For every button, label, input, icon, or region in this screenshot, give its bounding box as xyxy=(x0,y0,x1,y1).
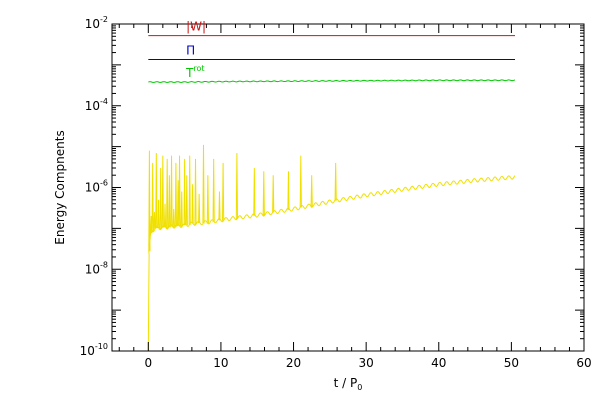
plot-frame xyxy=(111,23,585,352)
series-label-w: |W| xyxy=(186,20,206,34)
series-layer xyxy=(147,35,516,351)
y-tick-label: 10-10 xyxy=(80,342,108,358)
y-tick-label: 10-4 xyxy=(85,97,108,113)
x-tick-label: 60 xyxy=(576,356,591,370)
x-tick-label: 0 xyxy=(144,356,152,370)
x-tick-label: 30 xyxy=(359,356,374,370)
series-line-t-rot xyxy=(148,79,516,83)
series-line-series-3 xyxy=(147,144,516,351)
series-label-series-1: Π xyxy=(186,44,195,58)
x-axis-title: t / P0 xyxy=(334,376,363,392)
series-label-t-rot: Trot xyxy=(185,64,205,80)
x-tick-label: 50 xyxy=(504,356,519,370)
y-axis-title: Energy Compnents xyxy=(53,130,67,244)
x-tick-label: 40 xyxy=(431,356,446,370)
y-tick-label: 10-6 xyxy=(85,179,108,195)
series-labels: |W| Π Trot xyxy=(185,20,206,80)
axis-ticks xyxy=(112,23,585,352)
x-tick-label: 10 xyxy=(213,356,228,370)
x-tick-label: 20 xyxy=(286,356,301,370)
y-tick-label: 10-2 xyxy=(85,15,108,31)
axis-labels: 0 10 20 30 40 50 60 10-10 10-8 10-6 10-4 10-2 t / P0… xyxy=(53,15,592,392)
y-tick-label: 10-8 xyxy=(85,260,108,276)
